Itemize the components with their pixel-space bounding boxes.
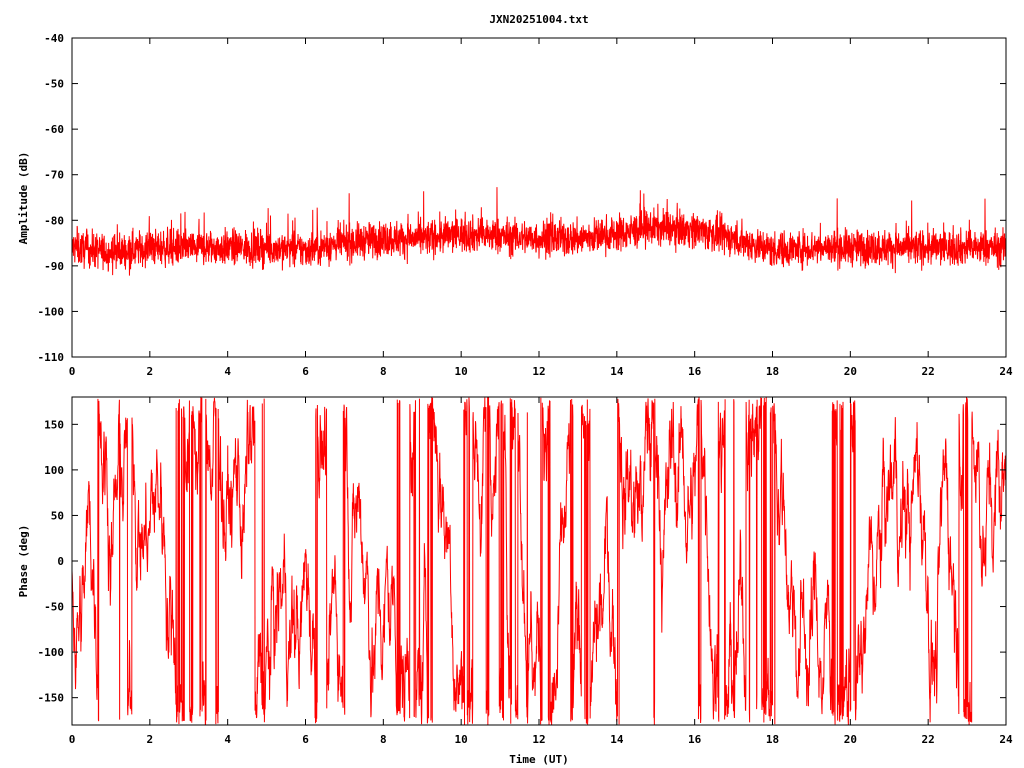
y-tick-label: -110 [38,351,65,364]
y-tick-label: -90 [44,260,64,273]
y-tick-label: -100 [38,305,65,318]
phase-series-line [71,397,1007,726]
plot-frame [71,396,1007,726]
x-tick-label: 6 [302,733,309,746]
x-tick-label: 8 [380,733,387,746]
x-tick-label: 18 [766,365,779,378]
x-tick-label: 12 [532,365,545,378]
amplitude-plot: 0 2 4 6 8 10 12 14 16 18 20 22 24-40-50-60-70-80-90-… [38,32,1013,378]
x-tick-label: 10 [455,365,468,378]
x-axis-label: Time (UT) [509,753,569,766]
x-tick-label: 24 [999,733,1013,746]
x-tick-label: 8 [380,365,387,378]
y-tick-label: 100 [44,464,64,477]
x-tick-label: 2 [147,733,154,746]
x-tick-label: 24 [999,365,1013,378]
y-tick-label: -80 [44,214,64,227]
y-tick-label: -60 [44,123,64,136]
y-tick-label: 50 [51,509,64,522]
x-tick-label: 4 [224,365,231,378]
x-tick-label: 10 [455,733,468,746]
x-tick-label: 4 [224,733,231,746]
y-tick-label: 150 [44,418,64,431]
x-tick-label: 20 [844,733,857,746]
y-tick-label: -70 [44,169,64,182]
y-tick-label: -40 [44,32,64,45]
x-tick-label: 14 [610,365,624,378]
x-tick-label: 6 [302,365,309,378]
x-tick-label: 0 [69,365,76,378]
y-tick-label: -50 [44,78,64,91]
phase-y-label: Phase (deg) [17,525,30,598]
phase-plot: 0 2 4 6 8 10 12 14 16 18 20 22 24150100500-50-100-15… [38,396,1013,746]
chart-title: JXN20251004.txt [489,13,588,26]
y-tick-label: -150 [38,692,65,705]
x-tick-label: 0 [69,733,76,746]
x-tick-label: 22 [922,733,935,746]
plot-frame [71,37,1007,358]
x-tick-label: 2 [147,365,154,378]
amplitude-series-line [71,187,1007,276]
x-tick-label: 20 [844,365,857,378]
x-tick-label: 14 [610,733,624,746]
y-tick-label: -100 [38,646,65,659]
x-tick-label: 18 [766,733,779,746]
x-tick-label: 22 [922,365,935,378]
y-tick-label: -50 [44,601,64,614]
amplitude-y-label: Amplitude (dB) [17,152,30,245]
y-tick-label: 0 [57,555,64,568]
x-tick-label: 12 [532,733,545,746]
x-tick-label: 16 [688,733,702,746]
x-tick-label: 16 [688,365,702,378]
